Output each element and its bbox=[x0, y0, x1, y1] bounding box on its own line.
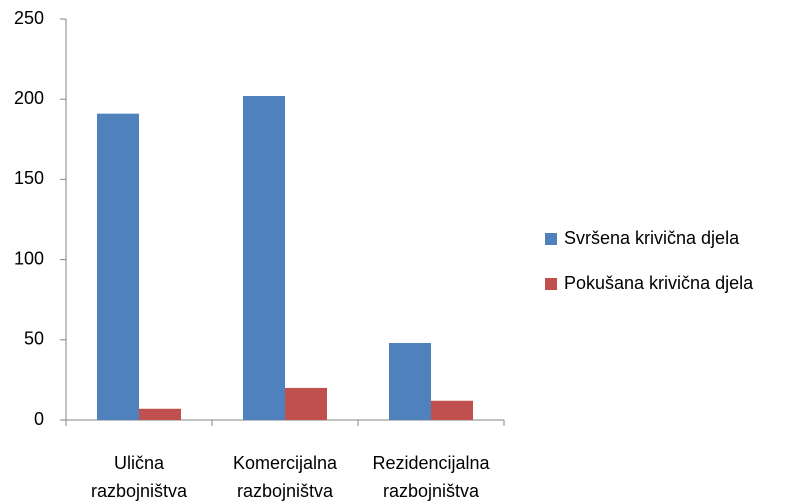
x-tick-label: Rezidencijalna razbojništva bbox=[372, 453, 490, 501]
x-tick-label: Ulična razbojništva bbox=[91, 453, 188, 501]
legend-swatch bbox=[545, 233, 557, 245]
bar bbox=[97, 113, 139, 421]
bar bbox=[389, 343, 431, 420]
x-tick-label: Komercijalna razbojništva bbox=[233, 453, 338, 501]
legend-label: Pokušana krivična djela bbox=[564, 273, 754, 293]
bar bbox=[243, 95, 285, 420]
y-tick-label: 200 bbox=[14, 88, 44, 108]
y-tick-label: 150 bbox=[14, 168, 44, 188]
bar bbox=[431, 400, 473, 420]
bar bbox=[285, 387, 327, 420]
legend-label: Svršena krivična djela bbox=[564, 228, 740, 248]
y-tick-label: 0 bbox=[34, 409, 44, 429]
y-tick-label: 100 bbox=[14, 248, 44, 268]
y-tick-label: 50 bbox=[24, 329, 44, 349]
bar bbox=[139, 408, 181, 420]
y-tick-label: 250 bbox=[14, 8, 44, 28]
legend-swatch bbox=[545, 278, 557, 290]
